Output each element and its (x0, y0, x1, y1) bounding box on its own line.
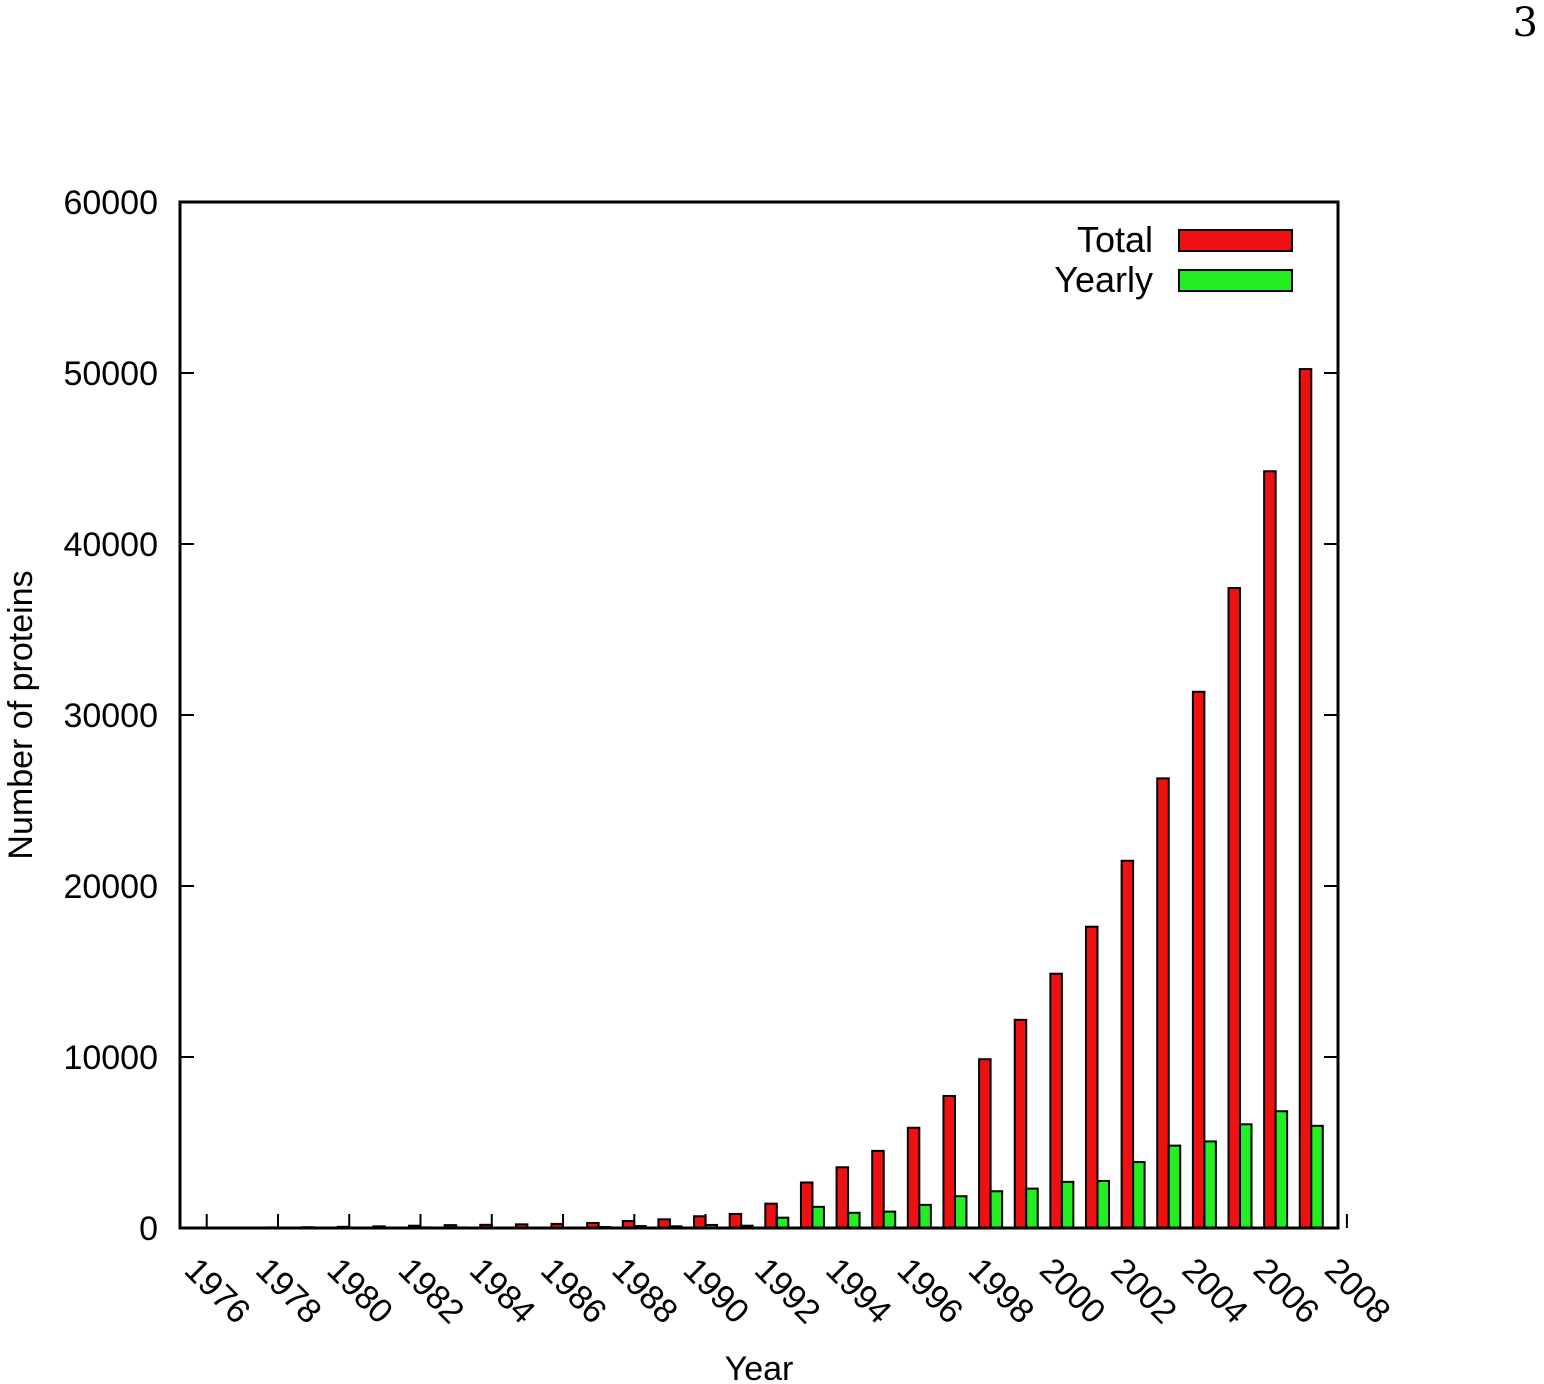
page-number: 3 (1513, 0, 1538, 46)
y-axis-label: Number of proteins (2, 570, 40, 859)
bar-yearly-1993 (811, 1205, 825, 1229)
bar-total-1991 (728, 1212, 743, 1230)
bar-yearly-2007 (1310, 1124, 1324, 1230)
legend-label-total: Total (1077, 219, 1153, 260)
legend-swatch-yearly (1178, 269, 1293, 292)
bar-yearly-1998 (989, 1190, 1004, 1229)
bar-yearly-2002 (1132, 1161, 1146, 1229)
bar-total-1994 (835, 1166, 850, 1230)
y-tick-label: 30000 (63, 697, 158, 735)
y-tick-label: 50000 (63, 355, 158, 393)
y-tick-label: 0 (139, 1210, 158, 1248)
bar-yearly-1997 (953, 1195, 968, 1229)
bar-yearly-1992 (775, 1216, 790, 1230)
bar-total-1999 (1013, 1018, 1028, 1229)
x-tick-label: 1998 (961, 1251, 1041, 1331)
x-tick-label: 1982 (391, 1251, 471, 1331)
x-tick-label: 1976 (177, 1251, 257, 1331)
x-tick-label: 1978 (248, 1251, 328, 1331)
x-tick-label: 2004 (1175, 1251, 1255, 1331)
y-tick-label: 40000 (63, 526, 158, 564)
bar-total-2005 (1227, 587, 1242, 1229)
x-tick-label: 2002 (1103, 1251, 1183, 1331)
bar-total-1993 (799, 1181, 814, 1230)
bar-yearly-2005 (1239, 1123, 1253, 1229)
bar-total-2007 (1298, 368, 1313, 1229)
x-axis-label: Year (725, 1350, 794, 1384)
bar-total-1990 (693, 1215, 707, 1230)
x-tick-label: 1992 (747, 1251, 827, 1331)
x-tick-label: 1994 (818, 1251, 898, 1331)
bar-total-1992 (764, 1202, 778, 1230)
bar-yearly-1994 (847, 1211, 861, 1229)
bar-total-2006 (1263, 470, 1277, 1230)
bar-total-1997 (942, 1094, 956, 1230)
x-tick-label: 1996 (890, 1251, 970, 1331)
bar-total-2002 (1120, 859, 1135, 1229)
x-tick-label: 1980 (320, 1251, 400, 1331)
x-tick-label: 1990 (676, 1251, 756, 1331)
plot-bars (194, 368, 1324, 1230)
x-tick-label: 2008 (1317, 1251, 1397, 1331)
bar-yearly-2001 (1096, 1180, 1110, 1229)
x-tick-label: 2000 (1032, 1251, 1112, 1331)
y-tick-label: 20000 (63, 868, 158, 906)
plot-frame (178, 200, 1340, 1230)
bar-total-1995 (871, 1149, 885, 1230)
bar-yearly-1999 (1025, 1187, 1039, 1229)
y-tick-label: 10000 (63, 1039, 158, 1077)
bar-yearly-2003 (1167, 1144, 1182, 1229)
legend-label-yearly: Yearly (1054, 259, 1153, 300)
legend-swatch-total (1178, 229, 1293, 252)
bar-total-2003 (1156, 777, 1170, 1230)
bar-yearly-2000 (1060, 1180, 1075, 1230)
x-tick-label: 1988 (605, 1251, 685, 1331)
y-tick-label: 60000 (63, 184, 158, 222)
bar-total-1996 (906, 1126, 921, 1229)
bar-total-2004 (1191, 690, 1206, 1229)
bar-yearly-1995 (882, 1210, 897, 1229)
bar-yearly-2004 (1203, 1140, 1217, 1230)
bar-total-1998 (978, 1058, 992, 1230)
x-tick-label: 2006 (1246, 1251, 1326, 1331)
y-axis-ticks: 0 10000 20000 30000 40000 50000 60000 (63, 184, 1338, 1248)
x-axis-ticks: 1976197819801982198419861988199019921994… (177, 1214, 1398, 1331)
bar-total-2001 (1084, 925, 1099, 1229)
x-tick-label: 1986 (533, 1251, 613, 1331)
bar-total-2000 (1049, 972, 1063, 1229)
bar-yearly-2006 (1274, 1110, 1289, 1230)
x-tick-label: 1984 (462, 1251, 542, 1331)
bar-yearly-1996 (918, 1203, 932, 1230)
